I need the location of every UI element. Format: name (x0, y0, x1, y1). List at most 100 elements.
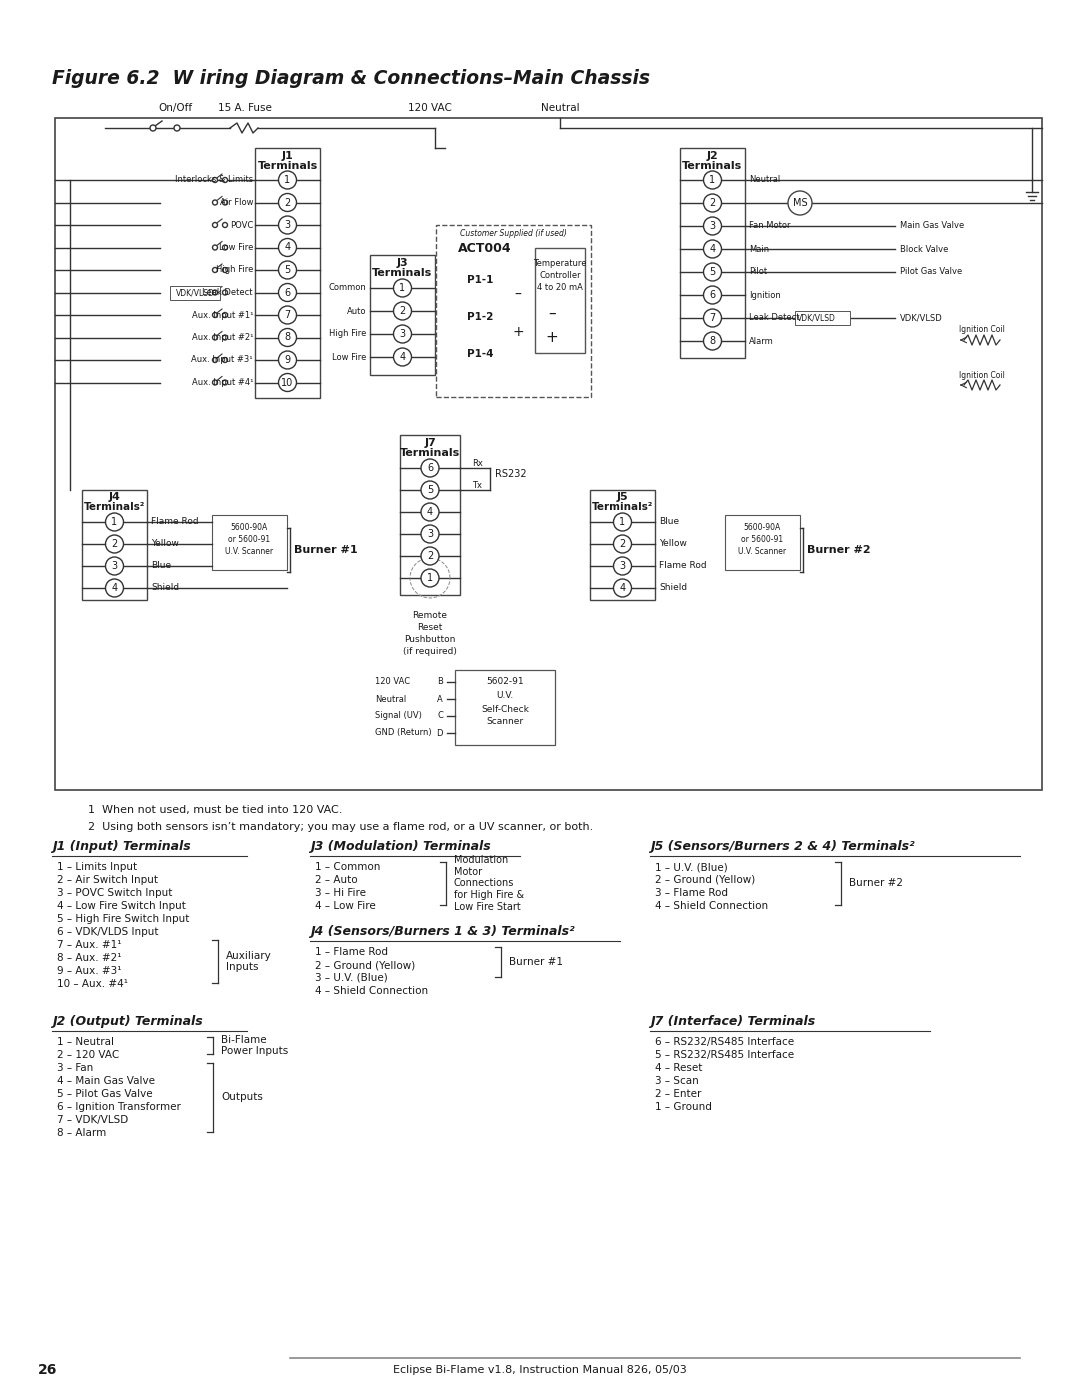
Text: 5: 5 (427, 485, 433, 495)
Text: Low Fire: Low Fire (218, 243, 253, 251)
Text: –: – (549, 306, 556, 320)
Text: 2 – Enter: 2 – Enter (654, 1090, 701, 1099)
Text: VDK/VLSD: VDK/VLSD (797, 313, 836, 323)
Text: 4: 4 (710, 244, 716, 254)
Text: 6: 6 (427, 462, 433, 474)
Text: Common: Common (328, 284, 366, 292)
Circle shape (393, 326, 411, 344)
Circle shape (613, 578, 632, 597)
Text: 7 – VDK/VLSD: 7 – VDK/VLSD (57, 1115, 129, 1125)
Text: Scanner: Scanner (486, 718, 524, 726)
Text: 4 – Shield Connection: 4 – Shield Connection (315, 986, 428, 996)
Circle shape (703, 286, 721, 305)
Text: 3: 3 (111, 562, 118, 571)
Text: Main Gas Valve: Main Gas Valve (900, 222, 964, 231)
Text: 1 – Flame Rod: 1 – Flame Rod (315, 947, 388, 957)
Text: 4: 4 (284, 243, 291, 253)
Text: 4: 4 (427, 507, 433, 517)
Bar (680, 148, 745, 358)
Text: Alarm: Alarm (750, 337, 773, 345)
Text: C: C (437, 711, 443, 721)
Text: 5 – High Fire Switch Input: 5 – High Fire Switch Input (57, 914, 189, 923)
Text: 3 – Flame Rod: 3 – Flame Rod (654, 888, 728, 898)
Text: 3: 3 (427, 529, 433, 539)
Circle shape (421, 548, 438, 564)
Text: J5: J5 (617, 492, 629, 502)
Bar (400, 434, 460, 595)
Text: 2: 2 (284, 197, 291, 208)
Circle shape (421, 460, 438, 476)
Text: Terminals²: Terminals² (84, 502, 145, 511)
Text: Block Valve: Block Valve (900, 244, 948, 253)
Text: 4 to 20 mA: 4 to 20 mA (537, 284, 583, 292)
Circle shape (703, 332, 721, 351)
Text: 1: 1 (620, 517, 625, 527)
Text: A: A (437, 694, 443, 704)
Text: U.V. Scanner: U.V. Scanner (738, 546, 786, 556)
Text: GND (Return): GND (Return) (375, 728, 432, 738)
Text: 9: 9 (284, 355, 291, 365)
Text: VDK/VLSD: VDK/VLSD (176, 288, 215, 298)
Text: 2: 2 (619, 539, 625, 549)
Text: 3 – Hi Fire: 3 – Hi Fire (315, 888, 366, 898)
Bar (170, 285, 220, 299)
Text: Self-Check: Self-Check (481, 704, 529, 714)
Text: J2: J2 (706, 151, 718, 161)
Text: 2: 2 (400, 306, 406, 316)
Text: Burner #1: Burner #1 (294, 545, 357, 555)
Text: 1 – U.V. (Blue): 1 – U.V. (Blue) (654, 862, 728, 872)
Text: Auxiliary
Inputs: Auxiliary Inputs (226, 951, 272, 972)
Text: Burner #2: Burner #2 (849, 879, 903, 888)
Text: 2  Using both sensors isn’t mandatory; you may use a flame rod, or a UV scanner,: 2 Using both sensors isn’t mandatory; yo… (87, 821, 593, 833)
Circle shape (393, 302, 411, 320)
Text: 7 – Aux. #1¹: 7 – Aux. #1¹ (57, 940, 121, 950)
Text: Figure 6.2  W iring Diagram & Connections–Main Chassis: Figure 6.2 W iring Diagram & Connections… (52, 68, 650, 88)
Circle shape (213, 313, 217, 317)
Text: Aux. Input #2¹: Aux. Input #2¹ (191, 332, 253, 342)
Text: 1 – Ground: 1 – Ground (654, 1102, 712, 1112)
Text: D: D (436, 728, 443, 738)
Text: 7: 7 (284, 310, 291, 320)
Text: 5: 5 (284, 265, 291, 275)
Text: Terminals²: Terminals² (592, 502, 653, 511)
Text: 2 – Air Switch Input: 2 – Air Switch Input (57, 875, 158, 886)
Text: 1: 1 (111, 517, 118, 527)
Circle shape (279, 284, 297, 302)
Text: J4 (Sensors/Burners 1 & 3) Terminals²: J4 (Sensors/Burners 1 & 3) Terminals² (310, 925, 575, 937)
Text: Auto: Auto (347, 306, 366, 316)
Text: U.V.: U.V. (497, 692, 514, 700)
Bar (436, 225, 591, 397)
Text: Flame Rod: Flame Rod (659, 562, 706, 570)
Text: 5: 5 (710, 267, 716, 277)
Text: Ignition: Ignition (750, 291, 781, 299)
Text: RS232: RS232 (495, 469, 527, 479)
Text: 4: 4 (620, 583, 625, 592)
Text: 6: 6 (284, 288, 291, 298)
Text: Low Fire: Low Fire (332, 352, 366, 362)
Text: B: B (437, 678, 443, 686)
Text: 4 – Reset: 4 – Reset (654, 1063, 702, 1073)
Circle shape (703, 240, 721, 258)
Text: Neutral: Neutral (375, 694, 406, 704)
Text: P1-2: P1-2 (467, 312, 494, 321)
Text: 4 – Low Fire Switch Input: 4 – Low Fire Switch Input (57, 901, 186, 911)
Bar (212, 515, 287, 570)
Text: Bi-Flame
Power Inputs: Bi-Flame Power Inputs (221, 1035, 288, 1056)
Text: Leak Detect: Leak Detect (750, 313, 799, 323)
Text: Terminals: Terminals (373, 268, 433, 278)
Text: +: + (545, 331, 558, 345)
Text: 5 – Pilot Gas Valve: 5 – Pilot Gas Valve (57, 1090, 152, 1099)
Circle shape (279, 328, 297, 346)
Text: 6: 6 (710, 291, 716, 300)
Text: Flame Rod: Flame Rod (151, 517, 199, 527)
Text: 1 – Common: 1 – Common (315, 862, 380, 872)
Text: Pushbutton: Pushbutton (404, 634, 456, 644)
Text: 8 – Aux. #2¹: 8 – Aux. #2¹ (57, 953, 121, 963)
Text: 4 – Shield Connection: 4 – Shield Connection (654, 901, 768, 911)
Circle shape (213, 380, 217, 386)
Text: 8 – Alarm: 8 – Alarm (57, 1127, 106, 1139)
Text: 1  When not used, must be tied into 120 VAC.: 1 When not used, must be tied into 120 V… (87, 805, 342, 814)
Text: J4: J4 (109, 492, 121, 502)
Text: 5602-91: 5602-91 (486, 678, 524, 686)
Text: Pilot Gas Valve: Pilot Gas Valve (900, 267, 962, 277)
